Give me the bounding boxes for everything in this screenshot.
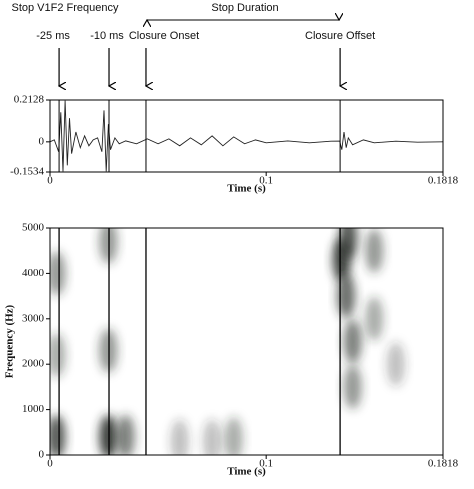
energy-blob [50, 251, 66, 296]
y-tick-label: 3000 [22, 312, 45, 324]
energy-blob [50, 414, 66, 455]
x-tick-label: 0.1 [259, 458, 273, 470]
y-tick-label: 0 [39, 449, 45, 461]
y-tick-label: 1000 [22, 403, 45, 415]
energy-blob [386, 342, 405, 387]
plot-frame [49, 227, 444, 456]
x-tick-label: 0.1 [259, 175, 273, 187]
header-label: Stop V1F2 Frequency [11, 2, 119, 14]
plot-frame [49, 99, 444, 173]
marker-label: Closure Offset [305, 30, 375, 42]
marker-label: -10 ms [90, 30, 124, 42]
energy-blob [365, 296, 384, 341]
energy-blob [343, 319, 362, 364]
y-tick-label: 0.2128 [14, 94, 45, 106]
y-tick-label: 0 [39, 135, 45, 147]
marker-label: -25 ms [36, 30, 70, 42]
y-axis-label: Frequency (Hz) [4, 304, 16, 378]
energy-blob [116, 414, 135, 455]
y-tick-label: 5000 [22, 222, 45, 234]
waveform [49, 100, 444, 172]
energy-blob [365, 228, 384, 273]
x-tick-label: 0 [47, 458, 53, 470]
y-tick-label: 2000 [22, 358, 45, 370]
energy-blob [337, 274, 356, 319]
x-tick-label: 0.1818 [428, 175, 459, 187]
y-tick-label: 4000 [22, 267, 45, 279]
header-label: Stop Duration [211, 2, 278, 14]
energy-blob [339, 228, 358, 260]
x-tick-label: 0 [47, 175, 53, 187]
energy-blob [50, 333, 66, 378]
energy-blob [343, 364, 362, 409]
energy-blob [170, 419, 189, 455]
y-tick-label: -0.1534 [10, 166, 44, 178]
x-tick-label: 0.1818 [428, 458, 459, 470]
energy-blob [224, 417, 243, 455]
x-axis-label: Time (s) [227, 466, 266, 478]
energy-blob [203, 419, 222, 455]
x-axis-label: Time (s) [227, 183, 266, 195]
marker-label: Closure Onset [129, 30, 199, 42]
